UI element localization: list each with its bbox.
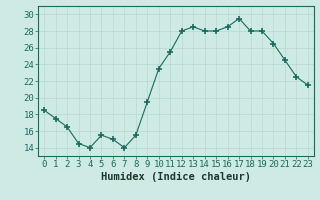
X-axis label: Humidex (Indice chaleur): Humidex (Indice chaleur) [101,172,251,182]
